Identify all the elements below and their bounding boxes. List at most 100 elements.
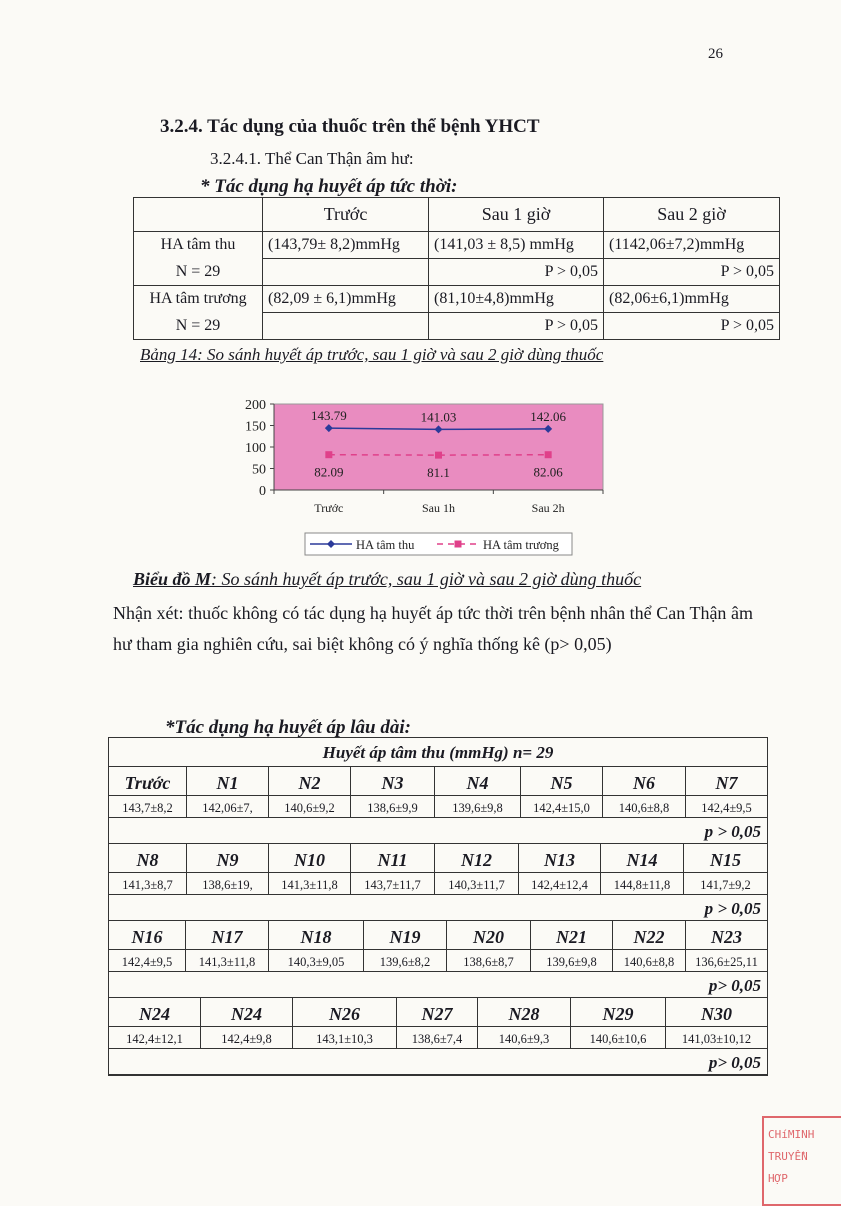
y-tick-label: 0 — [259, 484, 266, 499]
header-cell: N21 — [531, 921, 613, 950]
value-cell: 141,7±9,2 — [684, 873, 767, 895]
table-row: N = 29 P > 0,05 P > 0,05 — [134, 313, 780, 340]
longterm-effect-heading: *Tác dụng hạ huyết áp lâu dài: — [165, 717, 411, 739]
subsection-title: 3.2.4.1. Thể Can Thận âm hư: — [210, 149, 414, 169]
y-tick-label: 50 — [252, 463, 266, 478]
cell: (141,03 ± 8,5) mmHg — [429, 232, 604, 259]
value-cell: 143,7±11,7 — [351, 873, 435, 895]
stamp-line: CHíMINH — [768, 1124, 841, 1146]
y-tick-label: 100 — [245, 441, 266, 456]
header-cell: N7 — [686, 767, 767, 796]
y-tick-label: 150 — [245, 420, 266, 435]
value-cell: 142,06±7, — [187, 796, 269, 818]
page-number: 26 — [708, 46, 723, 63]
value-cell: 142,4±9,5 — [109, 950, 186, 972]
value-cell: 143,1±10,3 — [293, 1027, 397, 1049]
y-tick-label: 200 — [245, 398, 266, 413]
value-cell: 140,3±11,7 — [435, 873, 519, 895]
table-row: HA tâm thu (143,79± 8,2)mmHg (141,03 ± 8… — [134, 232, 780, 259]
x-tick-label: Trước — [314, 501, 343, 515]
legend-marker — [455, 541, 462, 548]
value-cell: 139,6±8,2 — [364, 950, 447, 972]
table-14: Trước Sau 1 giờ Sau 2 giờ HA tâm thu (14… — [133, 197, 780, 340]
p-cell — [263, 259, 429, 286]
header-cell: N12 — [435, 844, 519, 873]
stamp: CHíMINH TRUYỀN HỢP — [762, 1116, 841, 1206]
chart-caption-text: : So sánh huyết áp trước, sau 1 giờ và s… — [211, 569, 641, 589]
header-cell: N18 — [269, 921, 364, 950]
p-value: p> 0,05 — [109, 972, 767, 998]
value-cell: 138,6±9,9 — [351, 796, 435, 818]
legend-label: HA tâm trương — [483, 538, 560, 552]
cell: (82,09 ± 6,1)mmHg — [263, 286, 429, 313]
value-cell: 142,4±9,5 — [686, 796, 767, 818]
header-cell: N27 — [397, 998, 478, 1027]
row-label: N = 29 — [134, 313, 263, 340]
chart-caption-prefix: Biểu đồ M — [133, 569, 211, 589]
value-cell: 141,3±8,7 — [109, 873, 187, 895]
value-cell: 139,6±9,8 — [435, 796, 521, 818]
row-label: N = 29 — [134, 259, 263, 286]
value-cell: 144,8±11,8 — [601, 873, 684, 895]
value-cell: 140,6±8,8 — [603, 796, 686, 818]
data-point — [435, 452, 442, 459]
data-label: 141.03 — [421, 409, 457, 424]
value-cell: 139,6±9,8 — [531, 950, 613, 972]
table-row: N = 29 P > 0,05 P > 0,05 — [134, 259, 780, 286]
header-cell: N13 — [519, 844, 601, 873]
x-tick-label: Sau 2h — [532, 501, 565, 515]
data-label: 81.1 — [427, 465, 450, 480]
cell: (82,06±6,1)mmHg — [604, 286, 780, 313]
header-cell: Trước — [263, 198, 429, 232]
header-cell: N14 — [601, 844, 684, 873]
p-cell: P > 0,05 — [604, 313, 780, 340]
header-cell: N15 — [684, 844, 767, 873]
value-cell: 142,4±12,4 — [519, 873, 601, 895]
header-cell: N17 — [186, 921, 269, 950]
table-caption: Bảng 14: So sánh huyết áp trước, sau 1 g… — [140, 345, 603, 365]
header-cell: N24 — [109, 998, 201, 1027]
value-cell: 143,7±8,2 — [109, 796, 187, 818]
header-cell: N6 — [603, 767, 686, 796]
header-cell: N3 — [351, 767, 435, 796]
header-cell: Trước — [109, 767, 187, 796]
stamp-line: TRUYỀN — [768, 1146, 841, 1168]
header-cell: N30 — [666, 998, 767, 1027]
longterm-table-title: Huyết áp tâm thu (mmHg) n= 29 — [109, 738, 767, 767]
row-label: HA tâm trương — [134, 286, 263, 313]
p-cell: P > 0,05 — [604, 259, 780, 286]
value-cell: 141,3±11,8 — [269, 873, 351, 895]
header-cell: N5 — [521, 767, 603, 796]
data-point — [545, 451, 552, 458]
p-value: p > 0,05 — [109, 895, 767, 921]
header-cell: N22 — [613, 921, 686, 950]
cell: (143,79± 8,2)mmHg — [263, 232, 429, 259]
header-cell: N23 — [686, 921, 767, 950]
row-label: HA tâm thu — [134, 232, 263, 259]
header-cell: N29 — [571, 998, 666, 1027]
value-cell: 140,3±9,05 — [269, 950, 364, 972]
stamp-line: HỢP — [768, 1168, 841, 1190]
p-value: p > 0,05 — [109, 818, 767, 844]
immediate-effect-heading: * Tác dụng hạ huyết áp tức thời: — [200, 176, 458, 198]
header-cell: N8 — [109, 844, 187, 873]
table-row: HA tâm trương (82,09 ± 6,1)mmHg (81,10±4… — [134, 286, 780, 313]
header-cell: N24 — [201, 998, 293, 1027]
value-cell: 142,4±9,8 — [201, 1027, 293, 1049]
p-value: p> 0,05 — [109, 1049, 767, 1074]
value-cell: 142,4±15,0 — [521, 796, 603, 818]
value-cell: 140,6±9,2 — [269, 796, 351, 818]
value-cell: 138,6±19, — [187, 873, 269, 895]
p-cell: P > 0,05 — [429, 313, 604, 340]
remark-paragraph: Nhận xét: thuốc không có tác dụng hạ huy… — [113, 598, 753, 660]
